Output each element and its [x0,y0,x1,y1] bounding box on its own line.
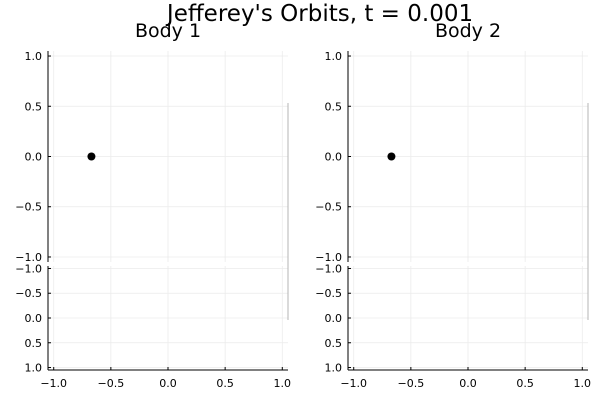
y-tick-label: 1.0 [25,362,43,375]
y-tick-label: 0.5 [325,100,343,113]
x-tick-label: −1.0 [340,377,367,390]
y-tick-label: 1.0 [25,50,43,63]
y-tick-label: −1.0 [15,262,42,275]
y-tick-label: 0.5 [325,337,343,350]
x-tick-label: −0.5 [397,377,424,390]
y-tick-label: 0.0 [325,312,343,325]
y-tick-label: −1.0 [315,262,342,275]
subplot-body-1: Body 1 −1.0 −0.5 0.0 0.5 1.0 1.0 0.5 0.0 −0.5 −1.0… [15,20,291,390]
body-position-point [87,152,96,161]
y-tick-label: 0.0 [25,312,43,325]
y-tick-label: 0.0 [325,151,343,164]
x-tick-label: −0.5 [97,377,124,390]
x-tick-label: 0.5 [516,377,534,390]
x-tick-label: 1.0 [574,377,592,390]
y-tick-label: −1.0 [315,251,342,264]
subplot-body-2: Body 2 −1.0 −0.5 0.0 0.5 1.0 1.0 0.5 0.0 −0.5 −1.0… [315,20,591,390]
subplot-title: Body 2 [435,20,501,42]
x-tick-label: 0.0 [459,377,477,390]
y-tick-label: 1.0 [325,362,343,375]
y-tick-label: 0.0 [25,151,43,164]
y-tick-label: 0.5 [25,337,43,350]
y-tick-label: −0.5 [315,287,342,300]
figure-title: Jefferey's Orbits, t = 0.001 [165,1,473,27]
x-tick-label: 1.0 [274,377,292,390]
y-tick-label: 1.0 [325,50,343,63]
subplot-title: Body 1 [135,20,201,42]
x-tick-label: −1.0 [40,377,67,390]
y-tick-label: −1.0 [15,251,42,264]
x-tick-label: 0.5 [216,377,234,390]
y-tick-label: 0.5 [25,100,43,113]
body-position-point [387,152,396,161]
x-tick-label: 0.0 [159,377,177,390]
y-tick-label: −0.5 [15,201,42,214]
y-tick-label: −0.5 [15,287,42,300]
y-tick-label: −0.5 [315,201,342,214]
